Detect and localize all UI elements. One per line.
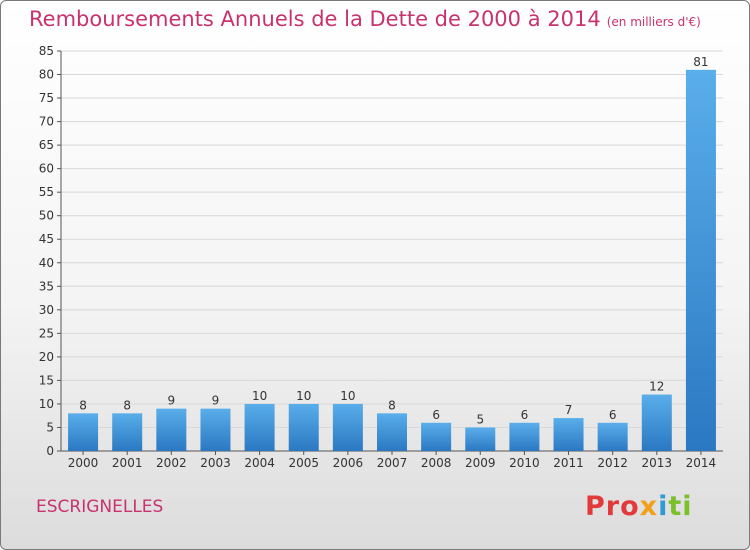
logo-part-4: ti [668, 491, 693, 522]
x-tick-label-2009: 2009 [465, 456, 496, 470]
y-tick-label: 50 [39, 209, 54, 223]
value-label-2007: 8 [388, 398, 396, 412]
y-tick-label: 30 [39, 303, 54, 317]
y-tick-label: 10 [39, 397, 54, 411]
y-tick-label: 25 [39, 326, 54, 340]
x-tick-label-2002: 2002 [156, 456, 187, 470]
value-label-2011: 7 [565, 403, 573, 417]
y-tick-label: 20 [39, 350, 54, 364]
chart-title: Remboursements Annuels de la Dette de 20… [29, 7, 701, 31]
value-label-2003: 9 [212, 394, 220, 408]
x-tick-label-2012: 2012 [597, 456, 628, 470]
logo-part-3: i [658, 491, 669, 522]
chart-title-text: Remboursements Annuels de la Dette de 20… [29, 7, 601, 31]
bar-2009 [465, 427, 496, 451]
bar-2006 [332, 403, 363, 451]
y-tick-label: 65 [39, 138, 54, 152]
x-tick-label-2005: 2005 [288, 456, 319, 470]
bar-layer: 8 8 9 9 10 10 10 8 6 5 6 7 6 12 81 [68, 55, 716, 451]
value-label-2009: 5 [476, 412, 484, 426]
value-label-2002: 9 [168, 394, 176, 408]
y-tick-label: 0 [46, 444, 54, 458]
y-tick-label: 5 [46, 420, 54, 434]
logo-part-1: Pro [585, 491, 640, 522]
value-label-2013: 12 [649, 380, 664, 394]
x-tick-label-2000: 2000 [68, 456, 99, 470]
commune-name: ESCRIGNELLES [36, 497, 164, 517]
bar-2003 [200, 408, 231, 451]
bar-2011 [553, 418, 584, 451]
y-tick-label: 85 [39, 44, 54, 58]
y-tick-label: 15 [39, 373, 54, 387]
chart-unit-note: (en milliers d'€) [606, 15, 701, 29]
proxiti-logo: Proxiti [585, 491, 693, 522]
value-label-2006: 10 [340, 389, 355, 403]
bar-2005 [288, 403, 319, 451]
value-label-2010: 6 [521, 408, 529, 422]
bar-2000 [68, 413, 99, 451]
y-tick-label: 40 [39, 256, 54, 270]
value-label-2004: 10 [252, 389, 267, 403]
value-label-2012: 6 [609, 408, 617, 422]
x-tick-label-2014: 2014 [686, 456, 717, 470]
bar-2007 [376, 413, 408, 451]
x-tick-label-2001: 2001 [112, 456, 143, 470]
x-tick-label-2003: 2003 [200, 456, 231, 470]
x-tick-label-2010: 2010 [509, 456, 540, 470]
x-tick-label-2006: 2006 [333, 456, 364, 470]
x-tick-label-2013: 2013 [642, 456, 673, 470]
bar-2002 [156, 408, 187, 451]
x-tick-label-2004: 2004 [244, 456, 275, 470]
y-tick-label: 80 [39, 68, 54, 82]
bar-2001 [112, 413, 143, 451]
grid-layer [61, 50, 723, 452]
bar-2008 [421, 422, 452, 451]
bar-2012 [597, 422, 628, 451]
value-label-2014: 81 [693, 55, 708, 69]
y-tick-label: 35 [39, 279, 54, 293]
value-label-2008: 6 [432, 408, 440, 422]
x-tick-label-2007: 2007 [377, 456, 408, 470]
bar-2010 [509, 422, 540, 451]
x-tick-label-2008: 2008 [421, 456, 452, 470]
y-tick-label: 60 [39, 162, 54, 176]
logo-part-2: x [639, 491, 659, 522]
y-tick-label: 55 [39, 185, 54, 199]
y-tick-label: 75 [39, 91, 54, 105]
y-tick-label: 45 [39, 232, 54, 246]
value-label-2000: 8 [79, 398, 87, 412]
bar-2013 [641, 394, 672, 451]
x-tick-label-2011: 2011 [553, 456, 584, 470]
value-label-2001: 8 [123, 398, 131, 412]
value-label-2005: 10 [296, 389, 311, 403]
y-tick-label: 70 [39, 115, 54, 129]
bar-2004 [244, 403, 275, 451]
bar-2014 [685, 69, 716, 451]
